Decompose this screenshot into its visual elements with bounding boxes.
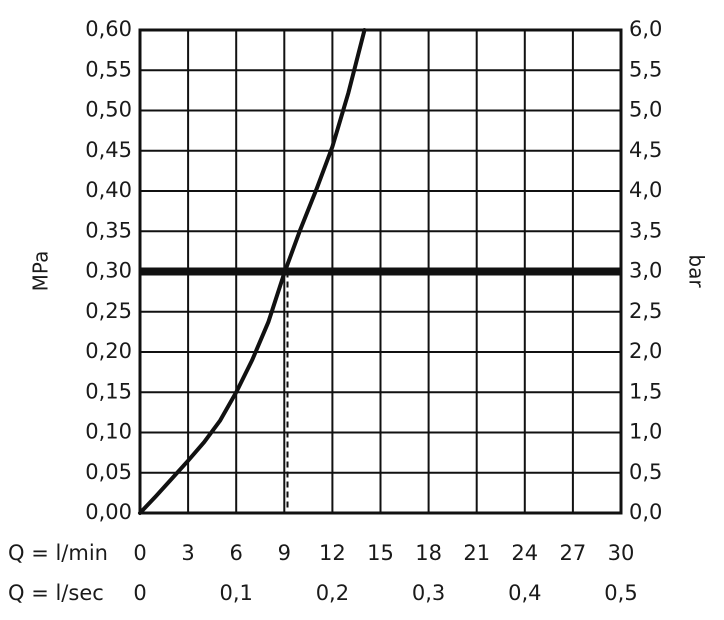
y-axis-right-label: bar	[685, 254, 709, 288]
x-axis-lmin-label: Q = l/min	[8, 541, 108, 565]
x-tick-label-lmin: 30	[608, 541, 635, 565]
x-tick-label-lmin: 15	[367, 541, 394, 565]
x-tick-label-lsec: 0,5	[604, 581, 637, 605]
x-tick-label-lmin: 3	[181, 541, 194, 565]
y-tick-label-right: 3,5	[629, 218, 662, 242]
y-tick-label-right: 4,5	[629, 138, 662, 162]
y-tick-label-left: 0,25	[85, 299, 132, 323]
y-tick-label-left: 0,60	[85, 17, 132, 41]
y-tick-label-right: 5,5	[629, 57, 662, 81]
y-tick-label-right: 2,5	[629, 299, 662, 323]
y-tick-label-left: 0,55	[85, 57, 132, 81]
x-tick-label-lmin: 24	[511, 541, 538, 565]
x-tick-label-lmin: 6	[230, 541, 243, 565]
y-tick-label-left: 0,45	[85, 138, 132, 162]
y-tick-label-right: 1,0	[629, 420, 662, 444]
x-tick-label-lmin: 0	[133, 541, 146, 565]
x-tick-label-lmin: 12	[319, 541, 346, 565]
y-tick-label-right: 0,5	[629, 460, 662, 484]
x-tick-label-lmin: 21	[463, 541, 490, 565]
x-tick-label-lsec: 0,4	[508, 581, 541, 605]
y-axis-left-label: MPa	[29, 251, 53, 292]
reference-line	[140, 267, 621, 513]
y-tick-label-left: 0,30	[85, 259, 132, 283]
y-tick-label-left: 0,50	[85, 98, 132, 122]
x-axis-lsec-label: Q = l/sec	[8, 581, 104, 605]
y-tick-label-right: 0,0	[629, 500, 662, 524]
x-tick-label-lmin: 18	[415, 541, 442, 565]
x-axis-lsec-ticks: 0 0,1 0,2 0,3 0,4 0,5	[133, 581, 637, 605]
y-tick-label-right: 3,0	[629, 259, 662, 283]
y-tick-label-right: 2,0	[629, 339, 662, 363]
y-tick-label-left: 0,35	[85, 218, 132, 242]
x-tick-label-lsec: 0	[133, 581, 146, 605]
x-tick-label-lmin: 9	[278, 541, 291, 565]
y-tick-label-left: 0,40	[85, 178, 132, 202]
x-axis-lmin-ticks: 0 3 6 9 12 15 18 21 24 27 30	[133, 541, 634, 565]
y-tick-label-left: 0,15	[85, 379, 132, 403]
x-tick-label-lsec: 0,3	[412, 581, 445, 605]
y-tick-label-left: 0,00	[85, 500, 132, 524]
data-curve	[138, 28, 367, 515]
y-tick-label-right: 5,0	[629, 98, 662, 122]
y-tick-label-left: 0,05	[85, 460, 132, 484]
y-axis-left-ticks: 0,00 0,05 0,10 0,15 0,20 0,25 0,30 0,35 0,40 0,45…	[85, 17, 132, 524]
y-tick-label-right: 6,0	[629, 17, 662, 41]
x-tick-label-lsec: 0,2	[316, 581, 349, 605]
y-tick-label-right: 1,5	[629, 379, 662, 403]
y-tick-label-left: 0,10	[85, 420, 132, 444]
y-tick-label-right: 4,0	[629, 178, 662, 202]
series-line	[138, 28, 367, 515]
y-axis-right-ticks: 0,0 0,5 1,0 1,5 2,0 2,5 3,0 3,5 4,0 4,5 5,0 5,5 6,0	[629, 17, 662, 524]
x-tick-label-lsec: 0,1	[219, 581, 252, 605]
x-tick-label-lmin: 27	[560, 541, 587, 565]
y-tick-label-left: 0,20	[85, 339, 132, 363]
